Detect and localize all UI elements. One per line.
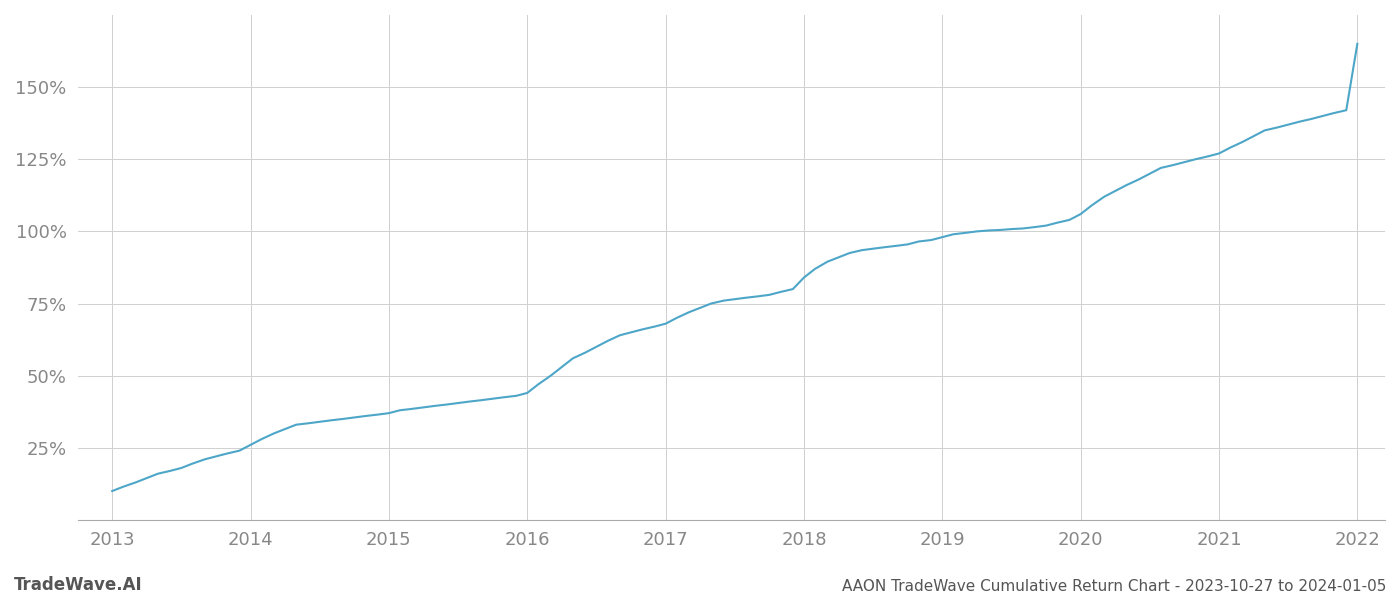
Text: TradeWave.AI: TradeWave.AI	[14, 576, 143, 594]
Text: AAON TradeWave Cumulative Return Chart - 2023-10-27 to 2024-01-05: AAON TradeWave Cumulative Return Chart -…	[841, 579, 1386, 594]
